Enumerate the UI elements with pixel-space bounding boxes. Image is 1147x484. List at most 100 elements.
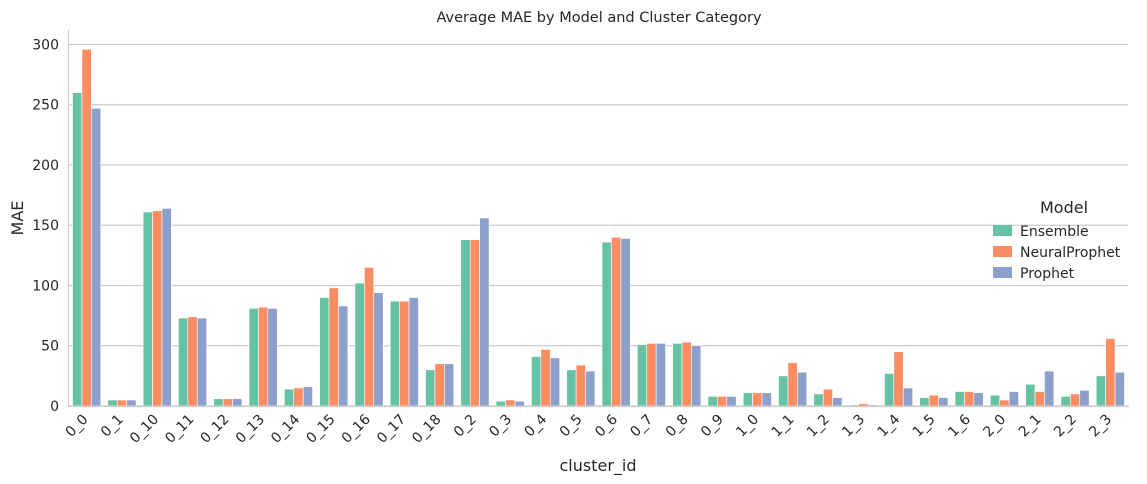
legend-swatch-ensemble [993, 225, 1012, 236]
bar-prophet-0_9 [726, 396, 737, 407]
bar-prophet-1_6 [973, 392, 984, 407]
bar-ensemble-2_0 [990, 394, 1001, 407]
bar-neuralprophet-0_2 [469, 239, 480, 407]
bar-prophet-0_3 [514, 400, 525, 407]
bar-neuralprophet-0_1 [116, 399, 127, 407]
bar-ensemble-0_4 [531, 356, 542, 407]
bar-ensemble-1_0 [742, 392, 753, 407]
x-tick-label: 0_7 [627, 412, 656, 441]
bar-prophet-0_12 [232, 398, 243, 407]
bar-neuralprophet-0_15 [328, 287, 339, 407]
x-tick-label: 0_5 [557, 412, 586, 441]
bar-ensemble-0_12 [213, 398, 224, 407]
x-tick-label: 2_3 [1086, 412, 1115, 441]
bar-neuralprophet-0_5 [575, 364, 586, 407]
bar-prophet-0_10 [161, 208, 172, 407]
bar-ensemble-0_5 [566, 369, 577, 407]
bar-ensemble-0_8 [672, 343, 683, 407]
x-tick-label: 0_9 [698, 412, 727, 441]
bar-neuralprophet-0_11 [187, 316, 198, 407]
bar-prophet-0_16 [373, 292, 384, 407]
bar-ensemble-1_4 [884, 373, 895, 407]
x-tick-label: 0_17 [374, 412, 409, 447]
y-tick-label: 50 [41, 339, 59, 355]
bar-ensemble-2_2 [1060, 396, 1071, 407]
x-tick-label: 2_2 [1051, 412, 1080, 441]
bar-neuralprophet-0_7 [646, 343, 657, 407]
bar-ensemble-1_5 [919, 397, 930, 407]
bar-prophet-0_11 [196, 317, 207, 407]
x-tick-label: 2_1 [1016, 412, 1045, 441]
x-tick-label: 0_4 [522, 411, 551, 440]
bar-ensemble-1_2 [813, 393, 824, 407]
chart-title: Average MAE by Model and Cluster Categor… [436, 10, 762, 26]
x-tick-label: 2_0 [980, 412, 1009, 441]
bar-neuralprophet-2_2 [1070, 393, 1081, 407]
bar-ensemble-1_1 [778, 375, 789, 407]
bar-ensemble-0_15 [319, 297, 330, 407]
bar-prophet-0_15 [338, 305, 349, 407]
y-tick-label: 100 [32, 278, 59, 294]
bar-prophet-0_5 [585, 370, 596, 407]
bar-ensemble-0_14 [284, 388, 295, 407]
bar-ensemble-0_0 [72, 92, 83, 407]
bar-prophet-2_2 [1079, 390, 1090, 407]
x-tick-label: 0_12 [198, 412, 233, 447]
bar-prophet-2_3 [1114, 371, 1125, 407]
bar-ensemble-2_3 [1095, 375, 1106, 407]
bar-ensemble-0_3 [495, 400, 506, 407]
bar-ensemble-1_6 [954, 391, 965, 407]
bar-ensemble-0_17 [389, 300, 400, 407]
bar-ensemble-0_18 [425, 369, 436, 407]
x-tick-label: 0_10 [127, 412, 162, 447]
grid-lines [69, 43, 1128, 407]
x-tick-label: 0_11 [162, 412, 197, 447]
bars [72, 48, 1125, 407]
legend-swatch-neuralprophet [993, 246, 1012, 257]
bar-neuralprophet-1_0 [752, 392, 763, 407]
bar-prophet-1_0 [761, 392, 772, 407]
bar-ensemble-0_10 [142, 211, 153, 407]
x-tick-label: 0_14 [268, 411, 303, 446]
x-tick-labels: 0_0 0_1 0_10 0_11 0_12 0_13 0_14 0_15 0_16 0_17 0_… [63, 411, 1116, 446]
x-tick-label: 1_5 [910, 412, 939, 441]
bar-ensemble-0_7 [637, 344, 648, 407]
x-tick-label: 1_1 [769, 412, 798, 441]
bar-neuralprophet-1_4 [893, 351, 904, 407]
legend-label: NeuralProphet [1020, 245, 1121, 261]
bar-prophet-0_7 [655, 343, 666, 407]
bar-neuralprophet-0_6 [611, 236, 622, 407]
y-tick-label: 200 [32, 158, 59, 174]
bar-prophet-0_2 [479, 217, 490, 407]
bar-prophet-1_3 [867, 404, 878, 407]
x-tick-label: 0_16 [339, 411, 374, 446]
bar-neuralprophet-1_2 [822, 388, 833, 407]
x-tick-label: 1_2 [804, 412, 833, 441]
bar-neuralprophet-1_3 [858, 403, 869, 407]
bar-prophet-1_2 [832, 397, 843, 407]
bar-neuralprophet-0_16 [364, 267, 375, 407]
y-tick-labels: 0 50 100 150 200 250 300 [32, 37, 59, 415]
bar-ensemble-1_3 [848, 404, 859, 407]
legend-label: Prophet [1020, 266, 1075, 282]
bar-ensemble-0_11 [178, 317, 189, 407]
bar-prophet-0_8 [691, 345, 702, 407]
bar-neuralprophet-0_8 [681, 341, 692, 407]
y-tick-label: 0 [50, 399, 59, 415]
x-tick-label: 1_6 [945, 411, 974, 440]
bar-neuralprophet-1_6 [964, 391, 975, 407]
x-tick-label: 0_3 [486, 412, 515, 441]
bar-neuralprophet-0_10 [152, 210, 163, 407]
bar-neuralprophet-2_3 [1105, 338, 1116, 407]
bar-prophet-2_0 [1008, 391, 1019, 407]
bar-neuralprophet-0_17 [399, 300, 410, 407]
bar-prophet-0_14 [302, 386, 313, 407]
bar-prophet-0_18 [444, 363, 455, 407]
bar-neuralprophet-0_3 [505, 399, 516, 407]
bar-neuralprophet-2_1 [1034, 391, 1045, 407]
legend: Model Ensemble NeuralProphet Prophet [993, 198, 1121, 282]
bar-prophet-0_13 [267, 308, 278, 407]
legend-title: Model [1040, 198, 1088, 217]
bar-prophet-1_5 [938, 397, 949, 407]
